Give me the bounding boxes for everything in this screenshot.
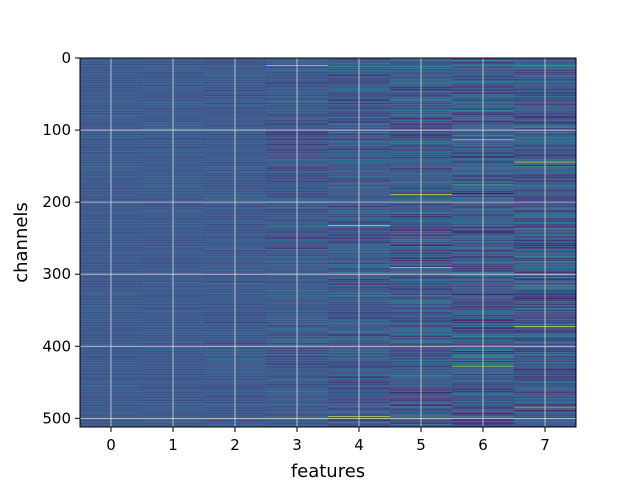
y-tick-label: 200 bbox=[42, 193, 71, 211]
heatmap-cells bbox=[80, 58, 577, 428]
x-tick-label: 4 bbox=[354, 436, 364, 454]
x-axis-label: features bbox=[291, 461, 365, 480]
x-axis-ticks: 0 1 2 3 4 5 6 7 bbox=[106, 427, 550, 454]
grid-lines bbox=[80, 57, 576, 427]
x-tick-label: 6 bbox=[478, 436, 488, 454]
y-axis-ticks: 0 100 200 300 400 500 bbox=[42, 49, 80, 427]
x-tick-label: 0 bbox=[106, 436, 116, 454]
plot-area bbox=[79, 57, 577, 428]
y-tick-label: 500 bbox=[42, 409, 71, 427]
x-tick-label: 2 bbox=[230, 436, 240, 454]
y-tick-label: 100 bbox=[42, 121, 71, 139]
x-tick-label: 3 bbox=[292, 436, 302, 454]
x-tick-label: 5 bbox=[416, 436, 426, 454]
y-tick-label: 400 bbox=[42, 337, 71, 355]
y-tick-label: 0 bbox=[61, 49, 71, 67]
x-tick-label: 1 bbox=[168, 436, 178, 454]
y-tick-label: 300 bbox=[42, 265, 71, 283]
y-axis-label: channels bbox=[11, 202, 32, 283]
plot-frame bbox=[79, 57, 577, 428]
x-tick-label: 7 bbox=[540, 436, 550, 454]
